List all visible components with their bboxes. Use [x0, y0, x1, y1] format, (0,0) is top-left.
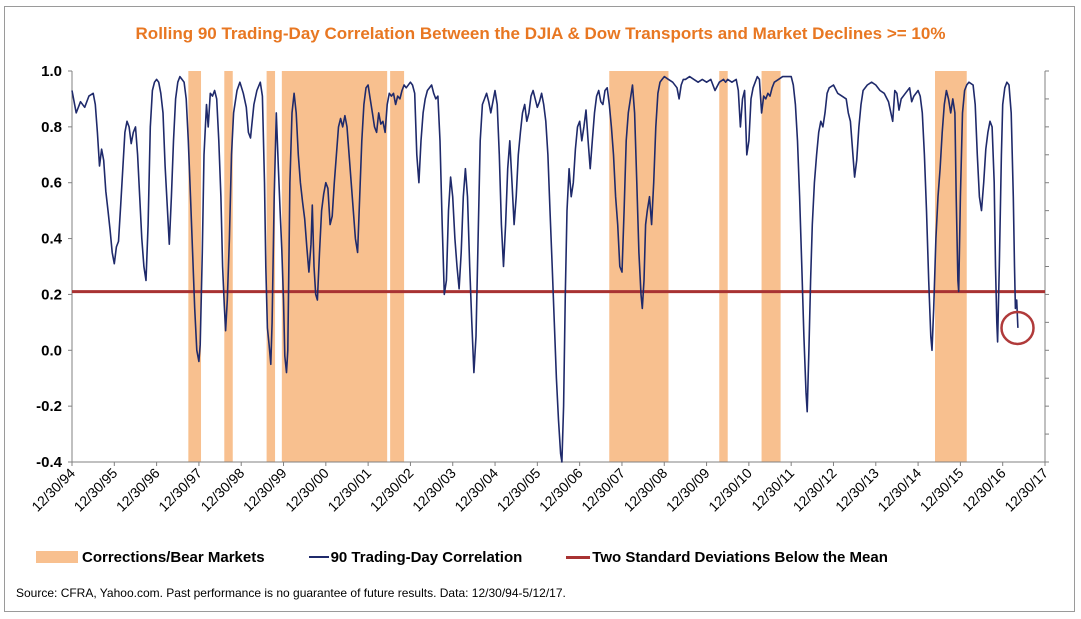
- correction-period-band: [390, 71, 405, 462]
- x-tick-label: 12/30/06: [536, 465, 586, 515]
- legend-label-corrections: Corrections/Bear Markets: [82, 548, 265, 566]
- x-tick-label: 12/30/05: [494, 465, 544, 515]
- x-tick-label: 12/30/97: [155, 465, 205, 515]
- x-tick-label: 12/30/11: [748, 465, 797, 514]
- x-tick-label: 12/30/96: [113, 465, 163, 515]
- x-tick-label: 12/30/04: [451, 465, 501, 515]
- correction-period-band: [761, 71, 781, 462]
- x-tick-label: 12/30/16: [959, 465, 1009, 515]
- correction-period-band: [188, 71, 202, 462]
- correction-period-band: [281, 71, 388, 462]
- chart-frame: [4, 6, 1075, 612]
- legend-swatch-corrections: [36, 551, 78, 563]
- y-tick-label: 0.4: [41, 231, 63, 248]
- correlation-series-line: [71, 75, 1019, 463]
- x-tick-label: 12/30/07: [578, 465, 628, 515]
- y-tick-label: -0.4: [36, 454, 63, 471]
- x-tick-label: 12/30/00: [282, 465, 332, 515]
- y-tick-label: 1.0: [41, 63, 62, 80]
- source-note: Source: CFRA, Yahoo.com. Past performanc…: [16, 586, 566, 600]
- legend-item-threshold: Two Standard Deviations Below the Mean: [566, 549, 888, 566]
- y-tick-label: -0.2: [36, 398, 62, 415]
- legend-item-corrections: Corrections/Bear Markets: [36, 549, 265, 566]
- highlight-circle: [1000, 310, 1035, 346]
- legend-swatch-correlation: [308, 556, 329, 558]
- x-tick-label: 12/30/08: [621, 465, 671, 515]
- x-tick-label: 12/30/98: [197, 465, 247, 515]
- legend-label-threshold: Two Standard Deviations Below the Mean: [592, 548, 888, 566]
- x-tick-label: 12/30/03: [409, 465, 459, 515]
- chart-legend: Corrections/Bear Markets 90 Trading-Day …: [36, 546, 888, 568]
- x-tick-label: 12/30/09: [663, 465, 713, 515]
- x-tick-label: 12/30/01: [324, 465, 374, 515]
- correction-period-band: [719, 71, 728, 462]
- x-tick-label: 12/30/12: [790, 465, 840, 515]
- y-tick-label: 0.2: [41, 286, 62, 303]
- y-tick-label: 0.0: [41, 342, 62, 359]
- x-tick-label: 12/30/17: [1001, 465, 1051, 515]
- legend-swatch-threshold: [566, 555, 591, 559]
- x-tick-label: 12/30/13: [832, 465, 882, 515]
- x-tick-label: 12/30/02: [367, 465, 417, 515]
- chart-title: Rolling 90 Trading-Day Correlation Betwe…: [135, 24, 946, 43]
- x-tick-label: 12/30/10: [705, 465, 755, 515]
- legend-label-correlation: 90 Trading-Day Correlation: [330, 548, 523, 566]
- x-tick-label: 12/30/94: [28, 465, 78, 515]
- correction-period-band: [266, 71, 276, 462]
- x-tick-label: 12/30/15: [917, 465, 967, 515]
- x-tick-label: 12/30/99: [240, 465, 290, 515]
- y-tick-label: 0.8: [41, 119, 62, 136]
- x-tick-label: 12/30/14: [874, 465, 924, 515]
- x-tick-label: 12/30/95: [71, 465, 121, 515]
- legend-item-correlation: 90 Trading-Day Correlation: [308, 548, 523, 566]
- y-tick-label: 0.6: [41, 175, 62, 192]
